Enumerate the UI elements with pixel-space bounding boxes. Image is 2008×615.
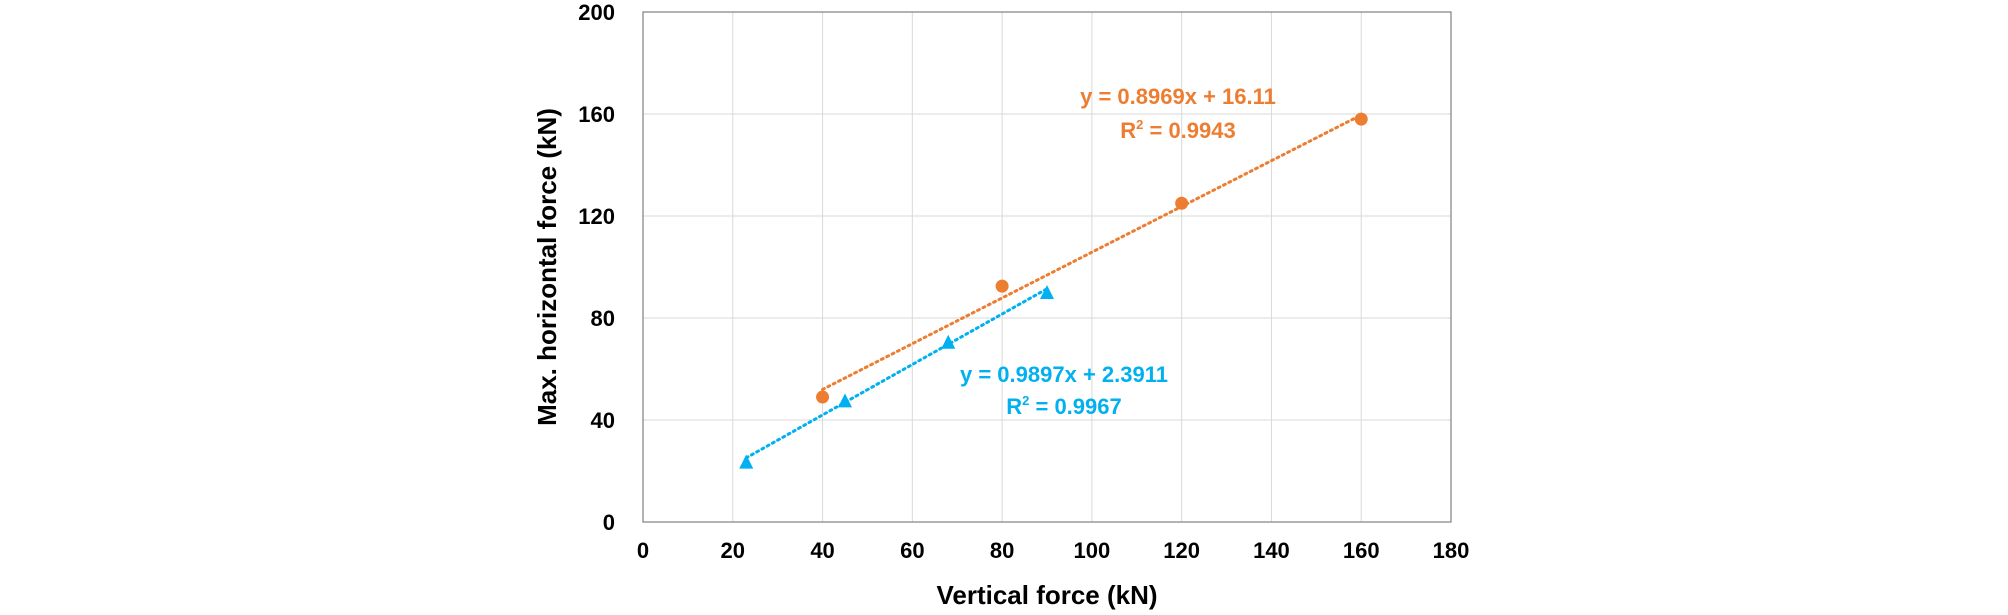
r-squared-superscript: 2 — [1136, 117, 1143, 132]
y-tick-label: 160 — [578, 102, 615, 127]
x-tick-label: 80 — [990, 538, 1014, 563]
data-point-triangle — [1040, 285, 1054, 299]
x-tick-label: 100 — [1074, 538, 1111, 563]
data-point-triangle — [941, 334, 956, 349]
x-axis-title: Vertical force (kN) — [936, 580, 1157, 610]
r-squared-prefix: R — [1120, 118, 1136, 143]
data-markers — [739, 112, 1368, 469]
y-axis-ticks: 0 40 80 120 160 200 — [578, 0, 615, 535]
y-tick-label: 120 — [578, 204, 615, 229]
r-squared-label-blue: R2 = 0.9967 — [1006, 393, 1122, 419]
x-tick-label: 120 — [1163, 538, 1200, 563]
y-tick-label: 0 — [603, 510, 615, 535]
trendlines — [744, 113, 1363, 460]
data-point-circle — [1175, 196, 1189, 210]
trendline-blue — [744, 287, 1049, 460]
r-squared-label-orange: R2 = 0.9943 — [1120, 117, 1236, 143]
x-tick-label: 40 — [810, 538, 834, 563]
r-squared-value: = 0.9943 — [1143, 118, 1235, 143]
grid — [643, 12, 1451, 522]
plot-area — [642, 11, 1452, 523]
data-point-circle — [995, 279, 1009, 293]
data-point-circle — [816, 390, 830, 404]
x-tick-label: 160 — [1343, 538, 1380, 563]
equation-label-blue: y = 0.9897x + 2.3911 — [960, 362, 1168, 387]
x-tick-label: 180 — [1433, 538, 1470, 563]
r-squared-value: = 0.9967 — [1029, 394, 1121, 419]
r-squared-prefix: R — [1006, 394, 1022, 419]
x-axis-ticks: 0 20 40 60 80 100 120 140 160 180 — [637, 538, 1469, 563]
x-tick-label: 60 — [900, 538, 924, 563]
trendline-orange — [821, 113, 1363, 391]
y-tick-label: 80 — [591, 306, 615, 331]
data-point-triangle — [838, 393, 852, 408]
x-tick-label: 0 — [637, 538, 649, 563]
y-tick-label: 200 — [578, 0, 615, 25]
equation-label-orange: y = 0.8969x + 16.11 — [1080, 84, 1276, 109]
y-tick-label: 40 — [591, 408, 615, 433]
y-axis-title: Max. horizontal force (kN) — [532, 108, 562, 426]
x-tick-label: 20 — [721, 538, 745, 563]
data-point-circle — [1354, 112, 1368, 126]
data-point-triangle — [739, 454, 754, 469]
x-tick-label: 140 — [1253, 538, 1290, 563]
r-squared-superscript: 2 — [1022, 393, 1029, 408]
